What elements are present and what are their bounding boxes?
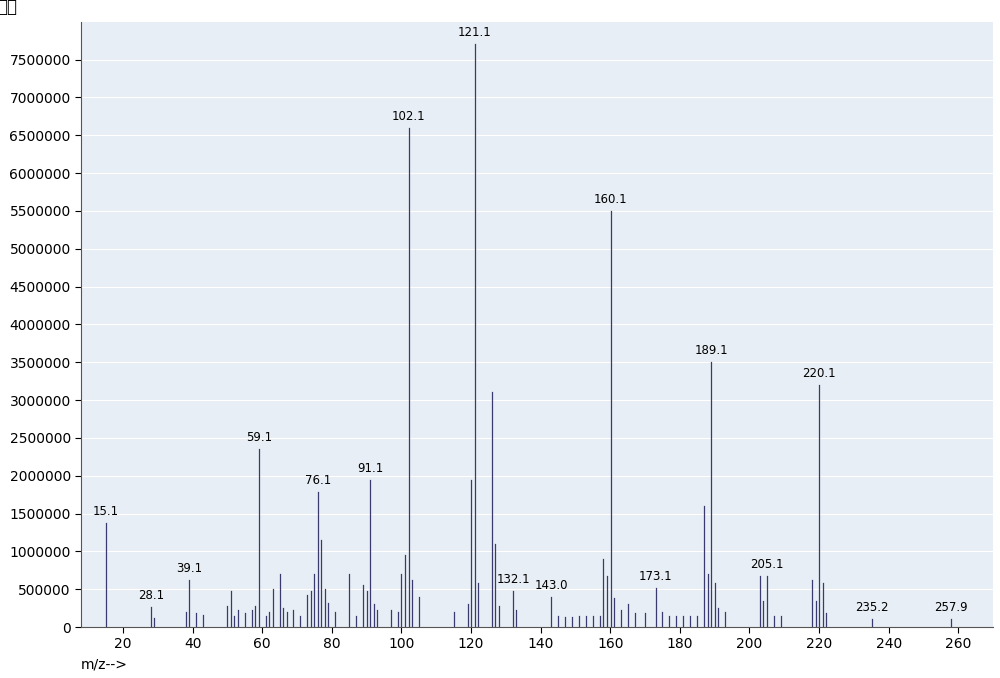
- Text: 15.1: 15.1: [93, 504, 119, 518]
- Y-axis label: 丰度: 丰度: [0, 0, 17, 16]
- Text: 189.1: 189.1: [695, 344, 728, 357]
- Text: 205.1: 205.1: [750, 558, 784, 571]
- Text: 173.1: 173.1: [639, 570, 673, 583]
- Text: 39.1: 39.1: [176, 562, 202, 575]
- Text: 235.2: 235.2: [855, 601, 889, 614]
- Text: 76.1: 76.1: [305, 475, 331, 487]
- Text: 28.1: 28.1: [138, 589, 164, 603]
- Text: 257.9: 257.9: [934, 601, 968, 614]
- Text: 143.0: 143.0: [534, 579, 568, 592]
- Text: 220.1: 220.1: [803, 367, 836, 380]
- Text: 160.1: 160.1: [594, 193, 627, 206]
- Text: 121.1: 121.1: [458, 26, 492, 39]
- Text: 102.1: 102.1: [392, 110, 426, 123]
- X-axis label: m/z-->: m/z-->: [81, 657, 128, 671]
- Text: 59.1: 59.1: [246, 431, 272, 444]
- Text: 132.1: 132.1: [496, 573, 530, 586]
- Text: 91.1: 91.1: [357, 462, 384, 475]
